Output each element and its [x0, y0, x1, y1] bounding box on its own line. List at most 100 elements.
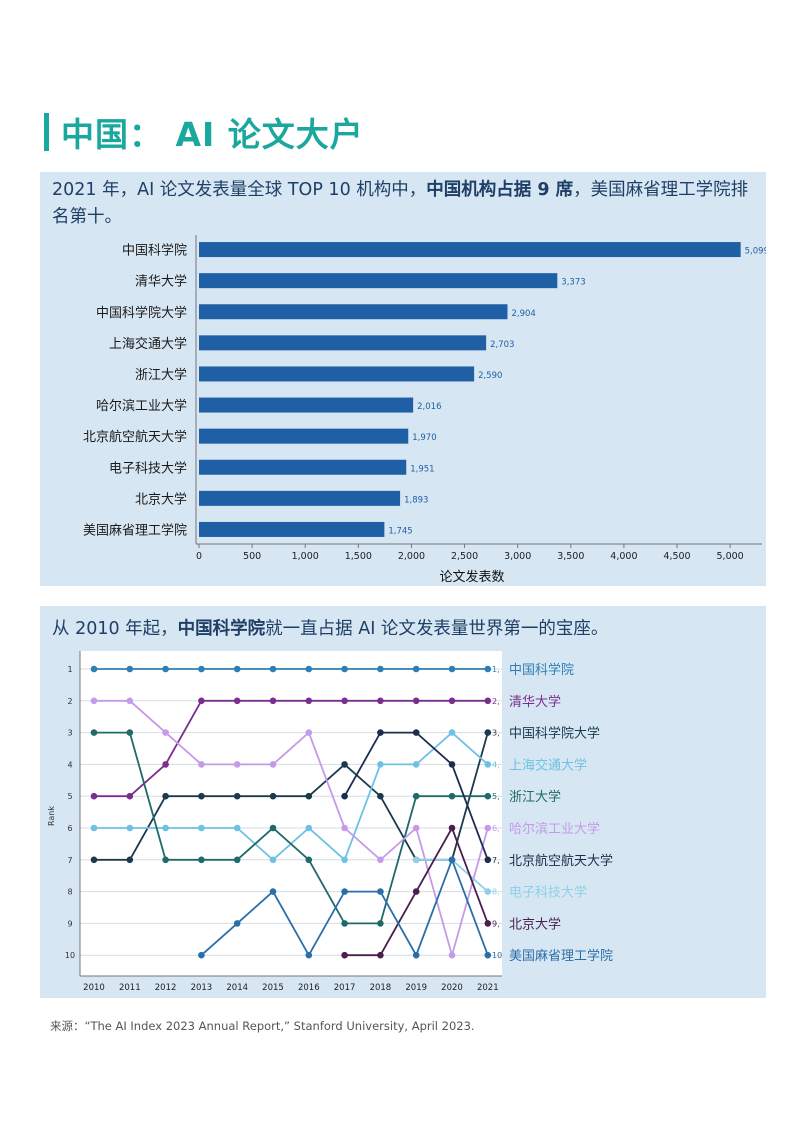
data-point: [269, 792, 277, 800]
bar: [199, 335, 487, 351]
series-end-label: 5,: [492, 792, 500, 801]
data-point: [269, 665, 277, 673]
data-point: [484, 761, 492, 768]
data-point: [377, 761, 384, 768]
bar: [199, 428, 409, 444]
series-name-label: 中国科学院大学: [509, 726, 600, 742]
data-point: [162, 824, 169, 832]
page-title: 中国： AI 论文大户: [61, 115, 364, 154]
bar: [199, 273, 558, 289]
y-tick-label: 2: [67, 697, 72, 706]
bar-value-label: 1,745: [388, 526, 412, 536]
data-point: [162, 792, 169, 800]
y-tick-label: 1: [67, 665, 72, 674]
y-tick-label: 10: [65, 951, 75, 960]
data-point: [126, 665, 134, 673]
series-end-label: 8,: [492, 888, 500, 897]
x-tick-label: 3,500: [557, 551, 584, 562]
title-accent-bar: [44, 113, 49, 151]
x-tick-label: 2017: [334, 983, 356, 993]
x-tick-label: 3,000: [504, 551, 531, 562]
y-tick-label: 4: [67, 760, 72, 769]
data-point: [126, 729, 134, 736]
data-point: [126, 792, 134, 800]
data-point: [377, 729, 384, 736]
series-name-label: 上海交通大学: [509, 757, 587, 773]
bar-value-label: 2,703: [490, 340, 514, 350]
bar: [199, 366, 475, 382]
data-point: [90, 856, 98, 864]
x-tick-label: 2019: [405, 983, 427, 993]
x-tick-label: 1,000: [292, 551, 319, 562]
data-point: [341, 824, 348, 832]
data-point: [377, 920, 384, 927]
data-point: [377, 665, 384, 673]
bar: [199, 459, 407, 475]
y-tick-label: 6: [67, 824, 72, 833]
series-name-label: 电子科技大学: [509, 885, 587, 901]
bar: [199, 304, 508, 320]
series-end-label: 2,: [492, 697, 500, 706]
x-tick-label: 2,500: [451, 551, 478, 562]
data-point: [484, 729, 492, 736]
data-point: [341, 951, 348, 959]
data-point: [90, 792, 98, 800]
bar-value-label: 5,099: [745, 247, 766, 257]
category-label: 哈尔滨工业大学: [96, 398, 187, 414]
data-point: [377, 888, 384, 895]
data-point: [341, 856, 348, 864]
data-point: [126, 856, 134, 864]
series-line: [94, 731, 488, 925]
series-name-label: 浙江大学: [509, 789, 561, 805]
data-point: [412, 856, 420, 864]
y-tick-label: 9: [67, 919, 72, 928]
x-tick-label: 4,500: [663, 551, 690, 562]
data-point: [198, 951, 205, 959]
data-point: [412, 665, 420, 673]
x-axis-title: 论文发表数: [439, 569, 504, 585]
data-point: [269, 761, 277, 768]
data-point: [412, 761, 420, 768]
data-point: [412, 824, 420, 832]
data-point: [198, 665, 205, 673]
category-label: 中国科学院: [122, 243, 187, 259]
data-point: [412, 951, 420, 959]
series-end-label: 6,: [492, 824, 500, 833]
data-point: [448, 824, 456, 832]
data-point: [484, 824, 492, 832]
series-end-label: 9,: [492, 919, 500, 928]
x-tick-label: 2020: [441, 983, 463, 993]
subtitle-bold: 中国机构占据 9 席: [426, 180, 574, 200]
data-point: [448, 665, 456, 673]
data-point: [448, 729, 456, 736]
y-tick-label: 5: [67, 792, 72, 801]
data-point: [90, 824, 98, 832]
subtitle-text: 2021 年，AI 论文发表量全球 TOP 10 机构中，: [52, 180, 427, 200]
data-point: [162, 729, 169, 736]
x-tick-label: 2,000: [398, 551, 425, 562]
x-tick-label: 2018: [370, 983, 392, 993]
data-point: [198, 761, 205, 768]
plot-background: [80, 651, 502, 976]
category-label: 北京大学: [135, 491, 187, 507]
series-name-label: 美国麻省理工学院: [509, 948, 613, 964]
x-tick-label: 2013: [191, 983, 213, 993]
y-tick-label: 3: [67, 729, 72, 738]
bar-value-label: 2,590: [478, 371, 502, 381]
x-tick-label: 2015: [262, 983, 284, 993]
bar-value-label: 3,373: [561, 278, 585, 288]
rank-line-chart: 1 2 3 4 5 6 7 8 9 10 2010 2011 2012 2013 2014 2015 2016 2…: [47, 651, 613, 993]
data-point: [198, 792, 205, 800]
data-point: [162, 856, 169, 864]
data-point: [484, 951, 492, 959]
data-point: [341, 920, 348, 927]
data-point: [90, 697, 98, 705]
bar-value-label: 1,970: [412, 433, 436, 443]
series-end-label: 7,: [492, 856, 500, 865]
data-point: [448, 761, 456, 768]
series-name-label: 清华大学: [509, 694, 561, 710]
data-point: [233, 856, 241, 864]
category-label: 浙江大学: [135, 367, 187, 383]
series-end-label: 10: [492, 951, 502, 960]
